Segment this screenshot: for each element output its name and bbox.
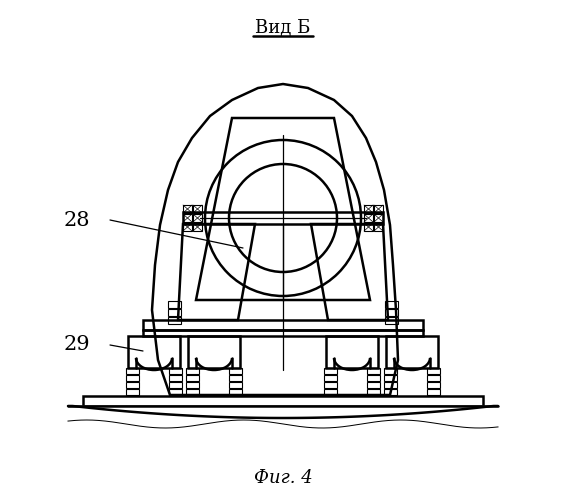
Bar <box>384 389 397 395</box>
Text: 28: 28 <box>64 210 90 230</box>
Bar <box>229 375 242 381</box>
Bar <box>374 223 383 231</box>
Bar <box>324 382 337 388</box>
Bar <box>229 368 242 374</box>
Bar <box>186 389 199 395</box>
Bar <box>183 205 192 213</box>
Bar <box>367 375 380 381</box>
Bar <box>427 382 440 388</box>
Bar <box>427 375 440 381</box>
Bar <box>183 223 192 231</box>
Bar <box>128 336 180 368</box>
Bar <box>427 368 440 374</box>
Bar <box>367 389 380 395</box>
Bar <box>169 368 182 374</box>
Bar <box>186 368 199 374</box>
Bar <box>168 317 181 324</box>
Bar <box>364 205 373 213</box>
Text: Фиг. 4: Фиг. 4 <box>253 469 312 487</box>
Bar <box>385 309 398 316</box>
Bar <box>324 368 337 374</box>
Text: 29: 29 <box>64 336 90 354</box>
Bar <box>324 375 337 381</box>
Bar <box>324 389 337 395</box>
Bar <box>169 382 182 388</box>
Bar <box>229 389 242 395</box>
Bar <box>169 389 182 395</box>
Bar <box>326 336 378 368</box>
Bar <box>186 375 199 381</box>
Bar <box>193 205 202 213</box>
Bar <box>385 317 398 324</box>
Bar <box>385 301 398 308</box>
Bar <box>83 396 483 406</box>
Bar <box>126 368 139 374</box>
Bar <box>374 214 383 222</box>
Bar <box>143 320 423 330</box>
Bar <box>143 330 423 336</box>
Bar <box>169 375 182 381</box>
Bar <box>168 309 181 316</box>
Bar <box>384 382 397 388</box>
Text: Вид Б: Вид Б <box>255 19 311 37</box>
Bar <box>188 336 240 368</box>
Bar <box>427 389 440 395</box>
Bar <box>367 368 380 374</box>
Bar <box>168 301 181 308</box>
Bar <box>367 382 380 388</box>
Bar <box>386 336 438 368</box>
Bar <box>384 368 397 374</box>
Bar <box>193 223 202 231</box>
Bar <box>126 375 139 381</box>
Bar <box>364 223 373 231</box>
Bar <box>374 205 383 213</box>
Bar <box>384 375 397 381</box>
Bar <box>126 382 139 388</box>
Bar <box>126 389 139 395</box>
Bar <box>183 214 192 222</box>
Bar <box>186 382 199 388</box>
Bar <box>364 214 373 222</box>
Bar <box>229 382 242 388</box>
Bar <box>193 214 202 222</box>
Bar <box>183 212 383 224</box>
